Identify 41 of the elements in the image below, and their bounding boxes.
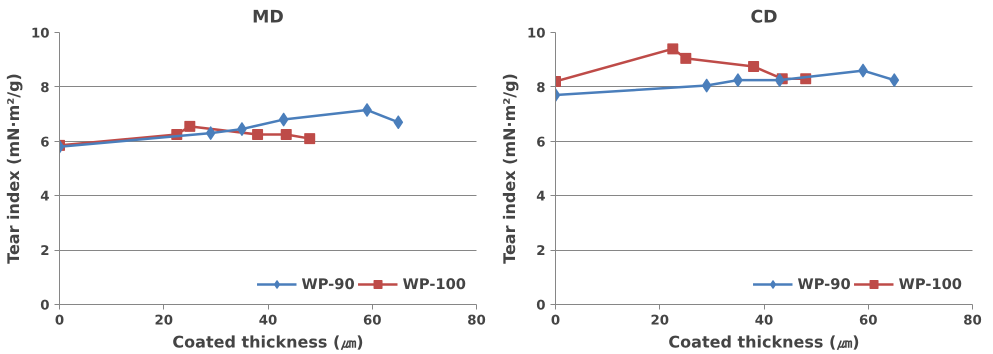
point [252,129,264,140]
point [280,129,292,140]
y-tick-label: 0 [536,298,546,314]
y-tick-label: 8 [536,80,546,96]
x-tick-label: 0 [550,314,560,328]
y-axis-title: Tear index (mN·m²/g) [500,73,519,264]
point [393,115,404,130]
y-tick-label: 10 [30,26,50,42]
x-axis-title: Coated thickness (㎛) [668,332,860,352]
chart-title: MD [252,8,284,28]
y-tick-label: 10 [526,26,546,42]
x-tick-label: 40 [754,314,774,328]
x-tick-label: 40 [258,314,278,328]
y-tick-label: 2 [40,244,50,260]
y-tick-label: 6 [40,135,50,150]
chart-title: CD [750,8,778,28]
y-tick-label: 8 [40,80,50,96]
y-tick-label: 6 [536,135,546,150]
x-tick-label: 60 [362,314,382,328]
y-tick-label: 2 [536,244,546,260]
x-tick-label: 80 [963,314,982,328]
x-tick-label: 80 [467,314,486,328]
x-tick-label: 20 [154,314,174,328]
point [748,61,760,72]
point [304,133,316,144]
legend-label: WP-100 [898,276,962,292]
point [184,120,196,132]
x-tick-label: 0 [54,314,64,328]
x-axis-title: Coated thickness (㎛) [172,332,364,352]
point [889,73,900,88]
y-axis-title: Tear index (mN·m²/g) [4,73,23,264]
x-tick-label: 60 [858,314,878,328]
legend-label: WP-90 [798,276,851,292]
x-tick-label: 20 [650,314,670,328]
legend-label: WP-100 [402,276,466,292]
point [667,43,678,54]
point [680,52,692,64]
legend-label: WP-90 [302,276,355,292]
y-tick-label: 4 [40,190,50,205]
y-tick-label: 4 [536,190,546,205]
y-tick-label: 0 [40,298,50,314]
